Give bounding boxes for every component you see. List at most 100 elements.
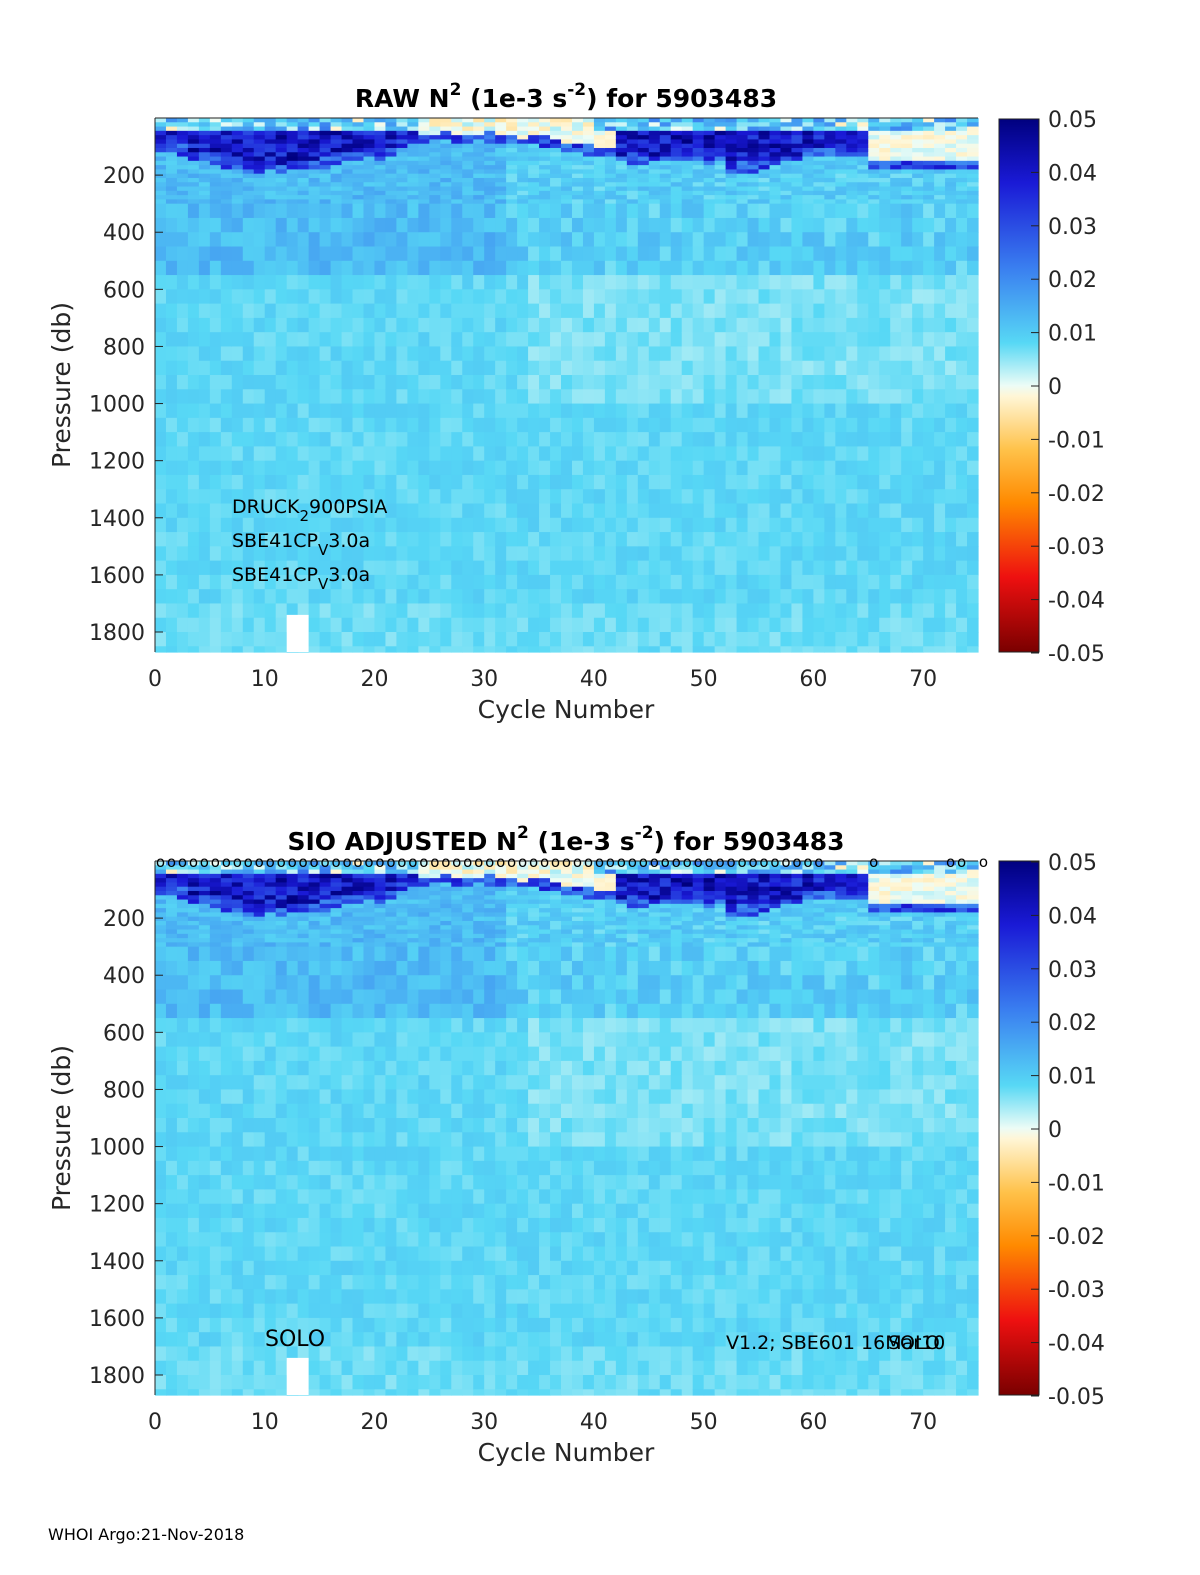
heatmap-cell xyxy=(330,403,343,419)
heatmap-cell xyxy=(341,903,354,909)
heatmap-cell xyxy=(703,460,716,476)
heatmap-cell xyxy=(703,560,716,576)
heatmap-cell xyxy=(670,165,683,171)
heatmap-cell xyxy=(692,332,705,348)
heatmap-cell xyxy=(813,118,825,123)
heatmap-cell xyxy=(824,246,836,262)
heatmap-cell xyxy=(429,403,441,419)
heatmap-cell xyxy=(604,199,617,205)
heatmap-cell xyxy=(934,517,946,533)
heatmap-cell xyxy=(550,135,562,141)
heatmap-cell xyxy=(220,460,233,476)
heatmap-cell xyxy=(264,217,277,233)
heatmap-cell xyxy=(155,938,167,943)
heatmap-cell xyxy=(758,156,771,162)
heatmap-cell xyxy=(187,169,200,175)
heatmap-cell xyxy=(231,1203,244,1219)
heatmap-cell xyxy=(725,489,738,505)
heatmap-cell xyxy=(846,135,858,141)
heatmap-cell xyxy=(231,186,244,192)
heatmap-cell xyxy=(231,130,244,136)
heatmap-cell xyxy=(451,317,463,333)
heatmap-cell xyxy=(396,147,408,153)
heatmap-cell xyxy=(385,139,398,145)
heatmap-cell xyxy=(539,403,551,419)
heatmap-cell xyxy=(286,1246,299,1262)
heatmap-cell xyxy=(923,589,935,605)
heatmap-cell xyxy=(396,173,408,179)
heatmap-cell xyxy=(275,118,288,123)
heatmap-cell xyxy=(747,546,760,562)
heatmap-cell xyxy=(155,474,167,490)
heatmap-cell xyxy=(582,246,595,262)
heatmap-cell xyxy=(593,389,606,405)
heatmap-cell xyxy=(473,126,485,132)
heatmap-cell xyxy=(308,960,321,976)
heatmap-cell xyxy=(692,275,705,290)
heatmap-cell xyxy=(220,346,233,362)
heatmap-cell xyxy=(868,203,880,219)
heatmap-cell xyxy=(571,646,584,653)
heatmap-cell xyxy=(198,869,211,875)
heatmap-cell xyxy=(407,503,419,519)
heatmap-cell xyxy=(330,1160,343,1176)
heatmap-cell xyxy=(604,260,617,276)
heatmap-cell xyxy=(648,275,661,290)
heatmap-cell xyxy=(824,169,836,175)
heatmap-cell xyxy=(517,574,529,590)
heatmap-cell xyxy=(484,446,496,462)
heatmap-cell xyxy=(176,332,189,348)
heatmap-cell xyxy=(374,232,387,248)
heatmap-cell xyxy=(758,195,771,200)
heatmap-cell xyxy=(297,289,310,305)
heatmap-cell xyxy=(857,603,869,619)
heatmap-cell xyxy=(155,303,167,319)
heatmap-cell xyxy=(967,332,979,348)
heatmap-cell xyxy=(780,135,793,141)
heatmap-cell xyxy=(451,147,463,153)
heatmap-cell xyxy=(835,417,847,433)
heatmap-cell xyxy=(473,135,485,141)
heatmap-cell xyxy=(187,938,200,943)
heatmap-cell xyxy=(659,177,672,183)
heatmap-cell xyxy=(670,574,683,590)
heatmap-cell xyxy=(517,130,529,136)
heatmap-cell xyxy=(209,895,222,901)
heatmap-cell xyxy=(956,574,968,590)
heatmap-cell xyxy=(341,317,354,333)
heatmap-cell xyxy=(231,489,244,505)
heatmap-cell xyxy=(165,933,178,939)
heatmap-cell xyxy=(286,912,299,918)
heatmap-cell xyxy=(945,632,957,647)
heatmap-cell xyxy=(945,303,957,319)
heatmap-cell xyxy=(231,873,244,879)
heatmap-cell xyxy=(747,375,760,390)
heatmap-cell xyxy=(198,912,211,918)
heatmap-cell xyxy=(330,1360,343,1376)
heatmap-cell xyxy=(155,1075,167,1091)
heatmap-cell xyxy=(813,532,825,547)
heatmap-cell xyxy=(242,861,255,866)
heatmap-cell xyxy=(561,275,573,290)
heatmap-cell xyxy=(286,532,299,547)
heatmap-cell xyxy=(407,532,419,547)
heatmap-cell xyxy=(813,303,825,319)
heatmap-cell xyxy=(220,389,233,405)
heatmap-cell xyxy=(155,946,167,962)
heatmap-cell xyxy=(275,517,288,533)
heatmap-cell xyxy=(769,152,782,158)
heatmap-cell xyxy=(231,156,244,162)
heatmap-cell xyxy=(264,186,277,192)
heatmap-cell xyxy=(176,246,189,262)
heatmap-cell xyxy=(835,177,847,183)
heatmap-cell xyxy=(846,275,858,290)
heatmap-cell xyxy=(956,182,968,188)
heatmap-cell xyxy=(176,890,189,896)
heatmap-cell xyxy=(846,147,858,153)
heatmap-cell xyxy=(692,199,705,205)
heatmap-cell xyxy=(670,603,683,619)
heatmap-cell xyxy=(582,143,595,149)
heatmap-cell xyxy=(155,177,167,183)
heatmap-cell xyxy=(407,156,419,162)
heatmap-cell xyxy=(253,886,266,892)
